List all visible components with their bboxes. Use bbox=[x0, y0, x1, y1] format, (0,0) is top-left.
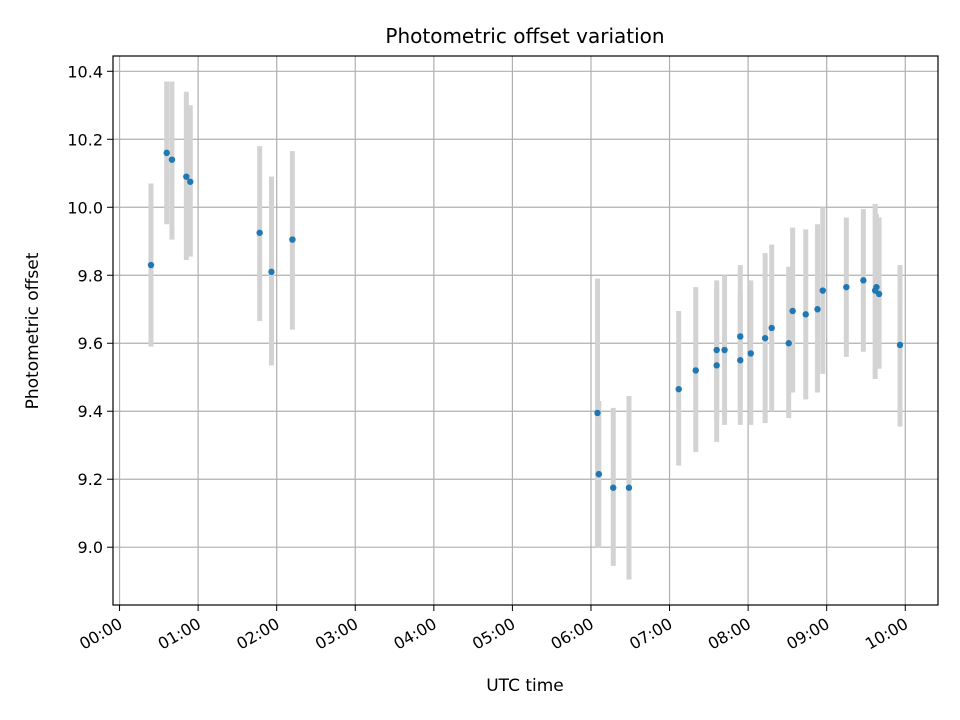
data-point bbox=[873, 283, 880, 291]
data-point bbox=[187, 178, 194, 185]
data-point bbox=[268, 268, 275, 276]
y-tick-label: 9.6 bbox=[78, 334, 103, 353]
data-point bbox=[814, 306, 821, 313]
data-point bbox=[595, 470, 603, 478]
data-point bbox=[789, 307, 796, 315]
y-tick-label: 9.4 bbox=[78, 402, 103, 421]
data-point bbox=[713, 346, 720, 354]
y-tick-label: 10.0 bbox=[67, 198, 103, 217]
data-point bbox=[721, 346, 728, 354]
y-tick-label: 9.0 bbox=[78, 538, 103, 557]
chart-title: Photometric offset variation bbox=[385, 24, 664, 48]
data-point bbox=[737, 357, 744, 364]
data-point bbox=[625, 484, 633, 491]
y-axis-label: Photometric offset bbox=[23, 252, 43, 409]
data-point bbox=[768, 324, 775, 332]
data-point bbox=[860, 277, 867, 284]
data-point bbox=[692, 367, 699, 374]
data-point bbox=[168, 156, 176, 163]
data-point bbox=[610, 484, 617, 491]
y-tick-label: 10.2 bbox=[67, 130, 103, 149]
y-tick-label: 10.4 bbox=[67, 62, 103, 81]
data-point bbox=[785, 340, 792, 347]
data-point bbox=[675, 385, 682, 393]
data-point bbox=[289, 236, 296, 243]
data-point bbox=[761, 334, 769, 342]
data-point bbox=[802, 311, 809, 318]
data-point bbox=[896, 341, 904, 349]
y-axis-ticks: 9.0 9.2 9.4 9.6 9.8 10.0 10.2 10.4 bbox=[67, 62, 113, 557]
data-point bbox=[713, 362, 720, 369]
data-point bbox=[147, 261, 155, 269]
data-point bbox=[256, 229, 263, 236]
y-tick-label: 9.8 bbox=[78, 266, 103, 285]
grid bbox=[113, 56, 938, 605]
x-axis-label: UTC time bbox=[486, 676, 564, 696]
plot-frame bbox=[112, 55, 939, 606]
data-point bbox=[747, 350, 754, 357]
data-point bbox=[843, 283, 850, 291]
data-point bbox=[594, 409, 601, 417]
data-point bbox=[875, 290, 883, 298]
data-point bbox=[163, 149, 170, 157]
y-tick-label: 9.2 bbox=[78, 470, 103, 489]
data-points bbox=[147, 149, 904, 491]
data-point bbox=[819, 287, 826, 294]
data-point bbox=[183, 173, 190, 180]
data-point bbox=[737, 333, 744, 340]
